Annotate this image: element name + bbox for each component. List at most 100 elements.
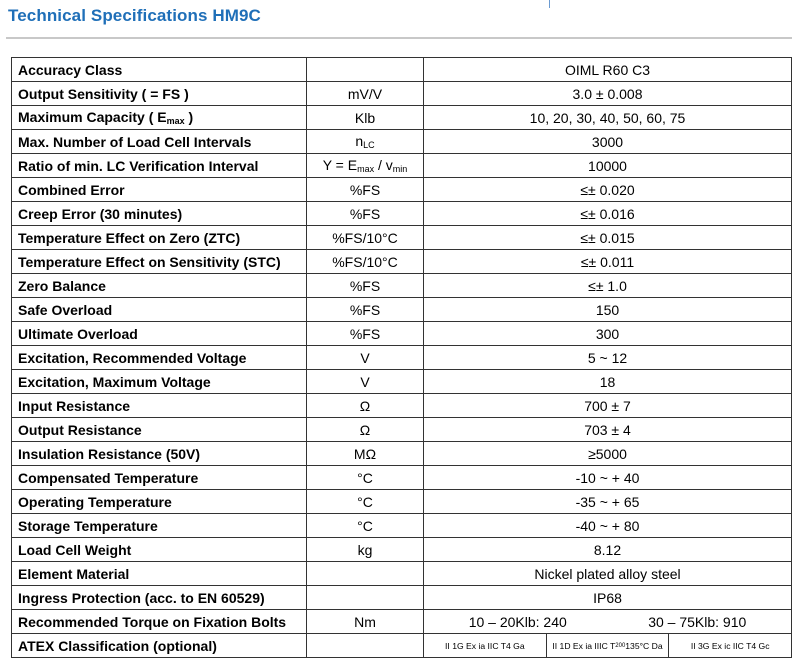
torque-value-large: 30 – 75Klb: 910	[648, 613, 747, 630]
spec-value: -40 ~ + 80	[423, 513, 792, 538]
spec-value: ≤± 1.0	[423, 273, 792, 298]
spec-label: Excitation, Recommended Voltage	[11, 345, 307, 370]
label-main: Maximum Capacity ( E	[18, 109, 167, 125]
spec-value: II 1G Ex ia IIC T4 Ga II 1D Ex ia IIIC T…	[423, 633, 792, 658]
table-row: Compensated Temperature °C -10 ~ + 40	[11, 465, 792, 490]
table-row: Temperature Effect on Sensitivity (STC) …	[11, 249, 792, 274]
table-row: Input Resistance Ω 700 ± 7	[11, 393, 792, 418]
spec-value: -35 ~ + 65	[423, 489, 792, 514]
table-row: Zero Balance %FS ≤± 1.0	[11, 273, 792, 298]
label-tail: )	[184, 109, 194, 125]
atex-dust-tail: 135°C Da	[625, 640, 663, 651]
torque-value-small: 10 – 20Klb: 240	[468, 613, 567, 630]
spec-label: Output Sensitivity ( = FS )	[11, 81, 307, 106]
atex-classification-group: II 1G Ex ia IIC T4 Ga II 1D Ex ia IIIC T…	[425, 634, 791, 657]
spec-label: Compensated Temperature	[11, 465, 307, 490]
spec-unit: Y = Emax / vmin	[306, 153, 424, 178]
atex-gas-zone2-class: II 3G Ex ic IIC T4 Gc	[690, 640, 770, 651]
table-row: Recommended Torque on Fixation Bolts Nm …	[11, 609, 792, 634]
table-row: Load Cell Weight kg 8.12	[11, 537, 792, 562]
spec-label: Safe Overload	[11, 297, 307, 322]
unit-subscript: LC	[363, 140, 375, 150]
table-row: Output Resistance Ω 703 ± 4	[11, 417, 792, 442]
unit-subscript-a: max	[357, 164, 375, 174]
table-row: Combined Error %FS ≤± 0.020	[11, 177, 792, 202]
spec-label: Combined Error	[11, 177, 307, 202]
spec-unit: V	[306, 345, 424, 370]
spec-value: 10, 20, 30, 40, 50, 60, 75	[423, 105, 792, 130]
spec-unit: °C	[306, 489, 424, 514]
spec-value: 703 ± 4	[423, 417, 792, 442]
spec-label: Storage Temperature	[11, 513, 307, 538]
spec-label: Temperature Effect on Zero (ZTC)	[11, 225, 307, 250]
spec-unit: %FS	[306, 177, 424, 202]
spec-unit: Ω	[306, 417, 424, 442]
spec-label: Ultimate Overload	[11, 321, 307, 346]
spec-value: 5 ~ 12	[423, 345, 792, 370]
spec-value: 3000	[423, 129, 792, 154]
spec-value: 10000	[423, 153, 792, 178]
spec-value: 18	[423, 369, 792, 394]
unit-part-a: Y = E	[322, 157, 358, 173]
spec-label: Zero Balance	[11, 273, 307, 298]
table-row: Excitation, Maximum Voltage V 18	[11, 369, 792, 394]
spec-value: 700 ± 7	[423, 393, 792, 418]
spec-label: Creep Error (30 minutes)	[11, 201, 307, 226]
unit-main: n	[355, 133, 364, 149]
spec-unit: V	[306, 369, 424, 394]
spec-value: 150	[423, 297, 792, 322]
table-row: Element Material Nickel plated alloy ste…	[11, 561, 792, 586]
spec-label: ATEX Classification (optional)	[11, 633, 307, 658]
spec-unit: %FS	[306, 201, 424, 226]
spec-label: Temperature Effect on Sensitivity (STC)	[11, 249, 307, 274]
table-row: Safe Overload %FS 150	[11, 297, 792, 322]
spec-unit: nLC	[306, 129, 424, 154]
spec-label: Ratio of min. LC Verification Interval	[11, 153, 307, 178]
specifications-table: Accuracy Class OIML R60 C3 Output Sensit…	[11, 57, 792, 658]
spec-value: 3.0 ± 0.008	[423, 81, 792, 106]
spec-label: Ingress Protection (acc. to EN 60529)	[11, 585, 307, 610]
spec-label: Input Resistance	[11, 393, 307, 418]
spec-unit: kg	[306, 537, 424, 562]
spec-value: Nickel plated alloy steel	[423, 561, 792, 586]
spec-value: ≥5000	[423, 441, 792, 466]
spec-unit: mV/V	[306, 81, 424, 106]
spec-label: Recommended Torque on Fixation Bolts	[11, 609, 307, 634]
spec-unit: MΩ	[306, 441, 424, 466]
spec-unit: °C	[306, 465, 424, 490]
spec-value: ≤± 0.015	[423, 225, 792, 250]
spec-label: Excitation, Maximum Voltage	[11, 369, 307, 394]
table-row: Output Sensitivity ( = FS ) mV/V 3.0 ± 0…	[11, 81, 792, 106]
table-row: Storage Temperature °C -40 ~ + 80	[11, 513, 792, 538]
spec-value: -10 ~ + 40	[423, 465, 792, 490]
atex-gas-class: II 1G Ex ia IIC T4 Ga	[425, 634, 547, 657]
atex-dust-main: II 1D Ex ia IIIC T	[552, 640, 616, 651]
spec-value: ≤± 0.016	[423, 201, 792, 226]
table-row: Operating Temperature °C -35 ~ + 65	[11, 489, 792, 514]
unit-part-b: / v	[374, 157, 393, 173]
label-subscript: max	[166, 116, 185, 126]
spec-label: Accuracy Class	[11, 57, 307, 82]
spec-unit: %FS/10°C	[306, 225, 424, 250]
spec-value: 8.12	[423, 537, 792, 562]
table-row: Excitation, Recommended Voltage V 5 ~ 12	[11, 345, 792, 370]
unit-subscript-b: min	[392, 164, 408, 174]
atex-dust-class: II 1D Ex ia IIIC T 200 135°C Da	[547, 634, 670, 657]
spec-label: Load Cell Weight	[11, 537, 307, 562]
spec-unit	[306, 585, 424, 610]
header-marker	[549, 0, 550, 8]
table-row: Ratio of min. LC Verification Interval Y…	[11, 153, 792, 178]
spec-label: Insulation Resistance (50V)	[11, 441, 307, 466]
table-row: Accuracy Class OIML R60 C3	[11, 57, 792, 82]
table-row: Temperature Effect on Zero (ZTC) %FS/10°…	[11, 225, 792, 250]
spec-value: OIML R60 C3	[423, 57, 792, 82]
spec-unit: %FS	[306, 321, 424, 346]
spec-value: 300	[423, 321, 792, 346]
spec-unit: %FS	[306, 273, 424, 298]
table-row: ATEX Classification (optional) II 1G Ex …	[11, 633, 792, 658]
spec-label: Operating Temperature	[11, 489, 307, 514]
spec-unit: Nm	[306, 609, 424, 634]
spec-unit: °C	[306, 513, 424, 538]
spec-unit	[306, 561, 424, 586]
spec-unit: Ω	[306, 393, 424, 418]
